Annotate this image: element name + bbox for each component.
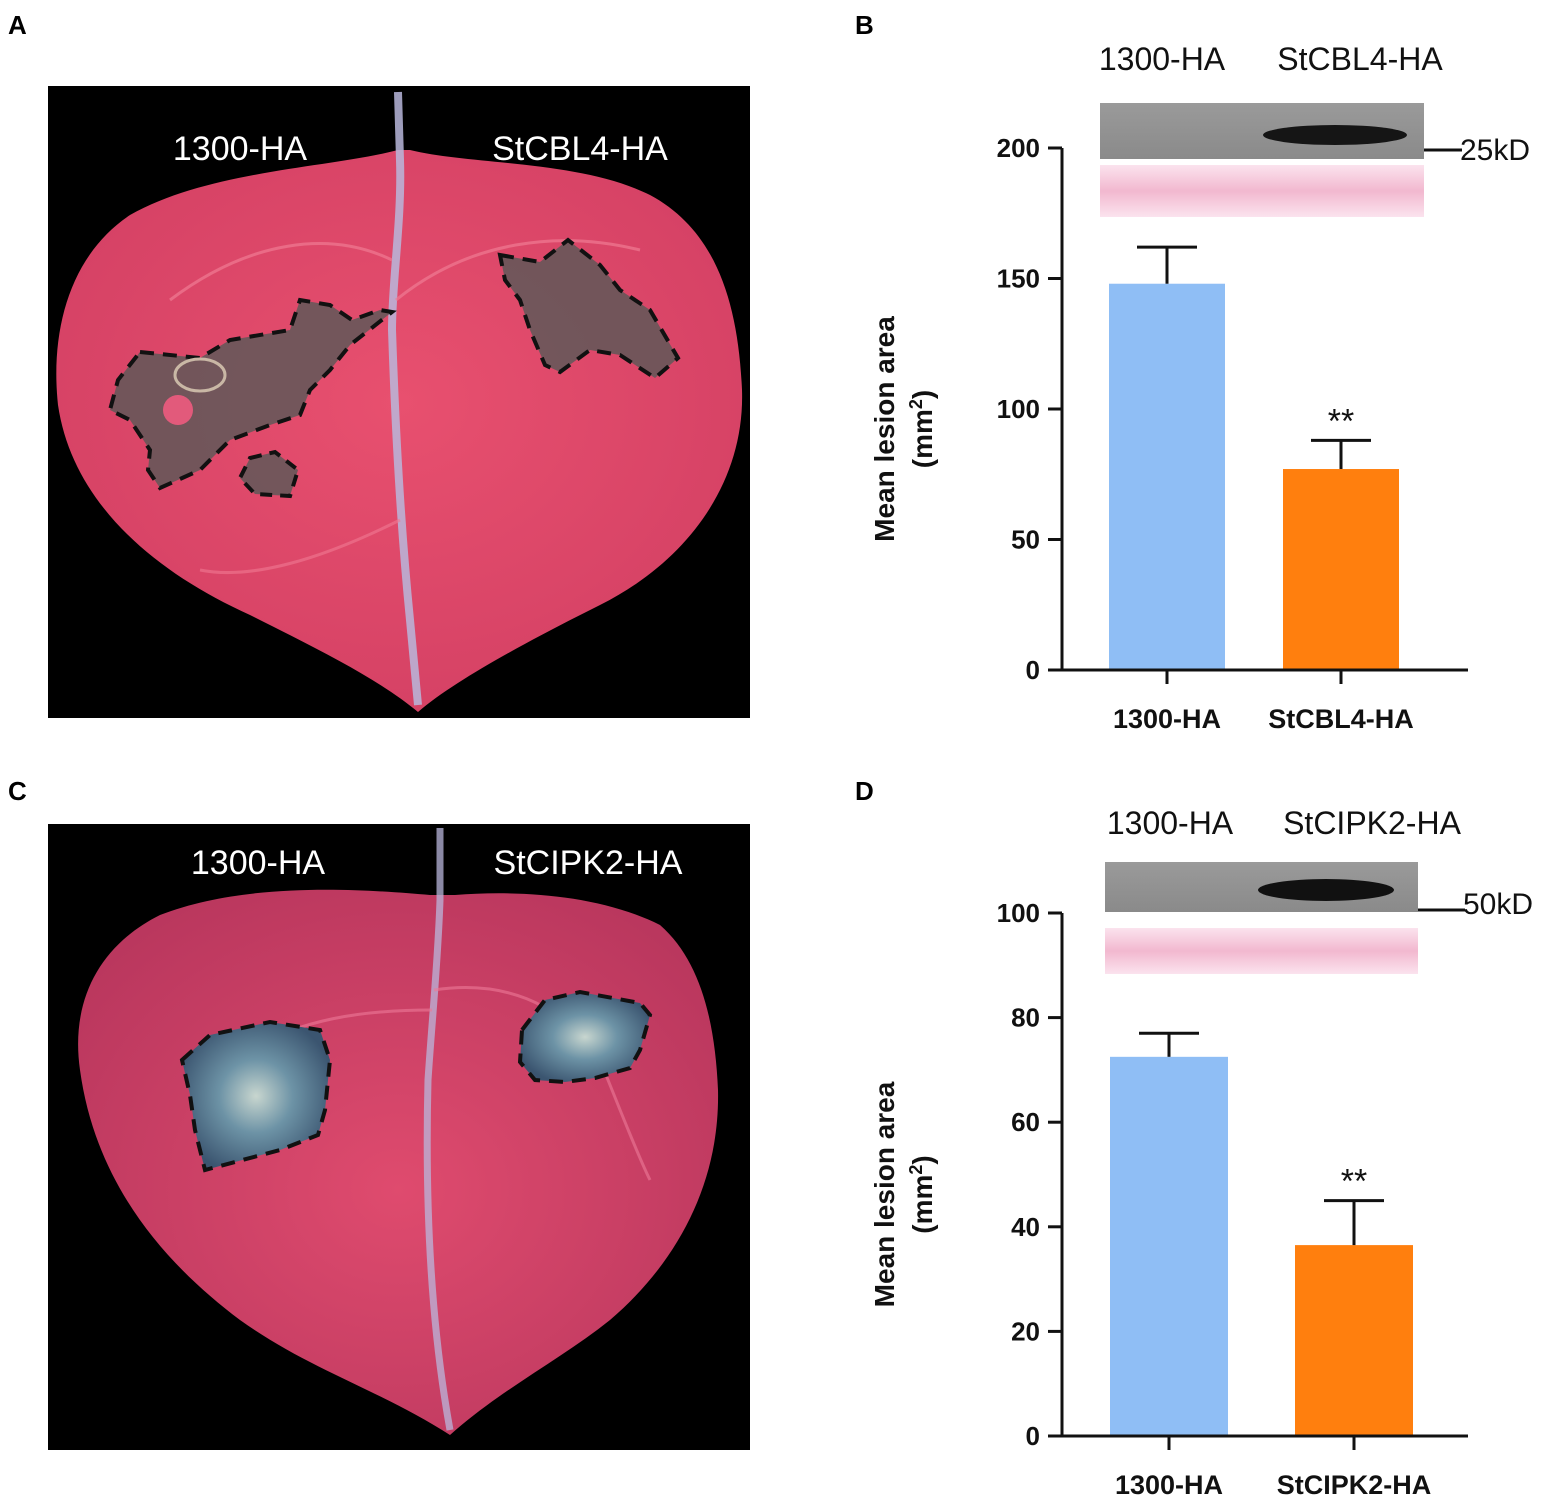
y-tick-label-b-3: 150 (997, 264, 1040, 294)
photo-label-c-left: 1300-HA (191, 844, 326, 882)
panel-letter-a: A (8, 10, 27, 40)
bar-chart-b: ** 0 50 100 150 200 1300-HA StCBL4-HA Mean lesio… (869, 133, 1468, 734)
bar-d-2 (1295, 1245, 1413, 1436)
blot-band-b (1263, 125, 1407, 145)
leaf-vein-a2 (395, 239, 641, 302)
y-tick-label-d-5: 100 (997, 898, 1040, 928)
marker-label-d: 50kD (1463, 888, 1533, 921)
lesion-a-small (237, 449, 301, 499)
significance-label-d-2: ** (1341, 1163, 1367, 1201)
bar-chart-d: ** 0 20 40 60 80 100 1300-HA StCIPK2-HA Mean lesi… (869, 898, 1468, 1500)
category-label-d-2: StCIPK2-HA (1277, 1470, 1432, 1500)
y-tick-label-b-0: 0 (1026, 655, 1040, 685)
blot-band-d (1258, 879, 1394, 901)
lesion-c-right (517, 989, 653, 1085)
panel-letter-b: B (855, 10, 874, 40)
leaf-vein-a1 (169, 242, 393, 302)
blot-lane-label-d-1: 1300-HA (1107, 805, 1234, 841)
leaf-photo-c: 1300-HA StCIPK2-HA (48, 824, 750, 1450)
panel-letter-d: D (855, 776, 874, 806)
y-axis-unit-sup-b: 2 (906, 399, 926, 409)
y-tick-label-d-1: 20 (1011, 1316, 1040, 1346)
blot-lane-label-b-2: StCBL4-HA (1277, 41, 1443, 77)
significance-label-b-2: ** (1328, 402, 1354, 440)
ponceau-stain-d (1105, 928, 1418, 974)
bar-d-1 (1110, 1056, 1228, 1436)
blot-lane-label-d-2: StCIPK2-HA (1283, 805, 1461, 841)
blot-lane-label-b-1: 1300-HA (1099, 41, 1226, 77)
y-axis-unit-close-d: ) (907, 1155, 938, 1164)
lesion-a-left (107, 297, 397, 491)
panel-letter-c: C (8, 776, 27, 806)
leaf-midrib-a (387, 91, 422, 706)
leaf-vein-a3 (199, 518, 401, 574)
marker-label-b: 25kD (1460, 134, 1530, 167)
y-tick-label-b-2: 100 (997, 394, 1040, 424)
y-tick-label-b-1: 50 (1011, 525, 1040, 555)
ponceau-stain-b (1100, 165, 1424, 217)
photo-label-c-right: StCIPK2-HA (494, 844, 683, 882)
western-blot-b: 1300-HA StCBL4-HA 25kD (1099, 41, 1530, 217)
y-axis-title-b: Mean lesion area (869, 316, 900, 542)
y-axis-unit-b: (mm2) (906, 390, 938, 468)
lesion-c-left (179, 1019, 333, 1173)
leaf-photo-a: 1300-HA StCBL4-HA (48, 86, 750, 718)
y-axis-unit-d: (mm2) (906, 1155, 938, 1233)
y-axis-title-d: Mean lesion area (869, 1081, 900, 1307)
lesion-a-ring (173, 357, 227, 393)
photo-label-a-right: StCBL4-HA (492, 130, 668, 168)
lesion-a-right (497, 237, 681, 381)
y-tick-label-d-3: 60 (1011, 1107, 1040, 1137)
category-label-d-1: 1300-HA (1115, 1470, 1223, 1500)
y-tick-label-d-0: 0 (1026, 1421, 1040, 1451)
lesion-a-spot (163, 395, 193, 425)
y-tick-label-d-4: 80 (1011, 1003, 1040, 1033)
y-axis-unit-base-b: (mm (907, 409, 938, 468)
photo-label-a-left: 1300-HA (173, 130, 308, 168)
y-tick-label-d-2: 40 (1011, 1212, 1040, 1242)
y-axis-unit-base-d: (mm (907, 1175, 938, 1234)
y-axis-unit-sup-d: 2 (906, 1165, 926, 1175)
category-label-b-2: StCBL4-HA (1268, 704, 1414, 734)
leaf-midrib-c (423, 828, 454, 1431)
western-blot-d: 1300-HA StCIPK2-HA 50kD (1105, 805, 1533, 974)
bar-b-2 (1283, 469, 1399, 670)
y-axis-unit-close-b: ) (907, 390, 938, 399)
category-label-b-1: 1300-HA (1113, 704, 1221, 734)
y-tick-label-b-4: 200 (997, 133, 1040, 163)
bar-b-1 (1109, 283, 1225, 670)
